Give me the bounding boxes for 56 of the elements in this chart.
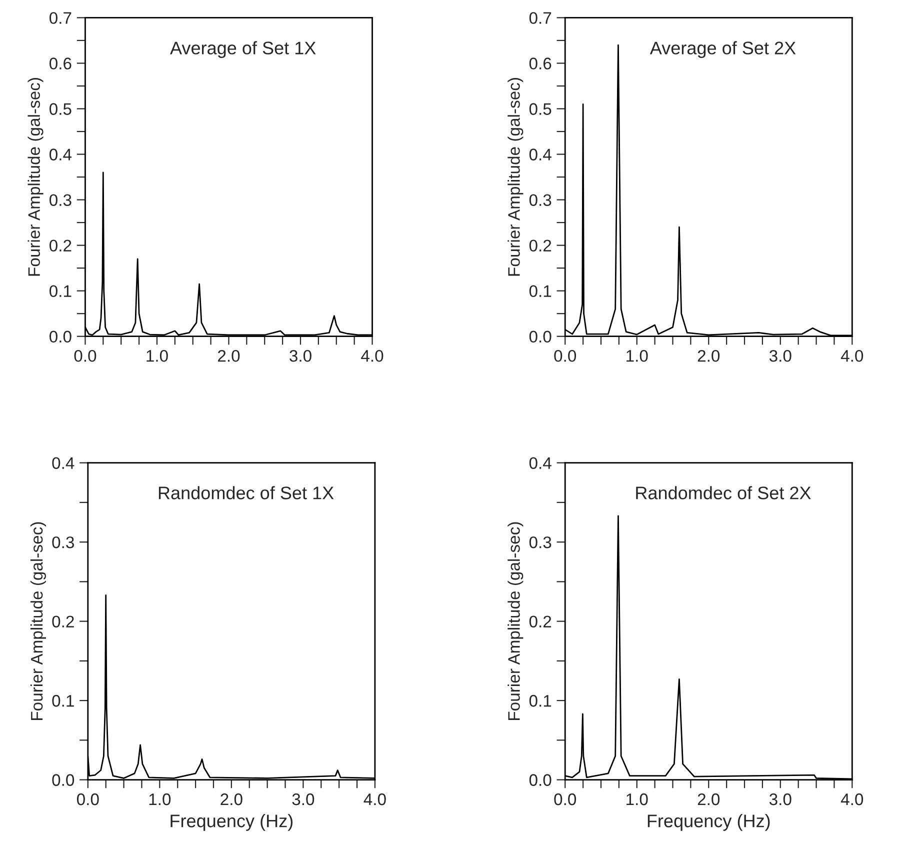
- x-tick-label: 0.0: [554, 350, 576, 362]
- y-tick-label: 0.5: [50, 103, 72, 115]
- y-tick-label: 0.1: [529, 285, 552, 298]
- y-tick-label: 0.4: [50, 148, 72, 160]
- y-axis-title: Fourier Amplitude (gal-sec): [28, 78, 44, 276]
- y-tick-label: 0.0: [50, 330, 72, 343]
- text: Randomdec of Set 2X: [636, 486, 811, 500]
- y-tick-label: 0.1: [50, 285, 72, 298]
- x-tick-label: 1.0: [626, 350, 648, 362]
- x-tick-label: 2.0: [220, 793, 242, 806]
- y-tick-label: 0.0: [529, 330, 552, 343]
- x-tick-label: 2.0: [218, 350, 240, 362]
- x-tick-label: 0.0: [554, 793, 576, 806]
- y-tick-label: 0.4: [529, 457, 552, 470]
- y-axis-title: Fourier Amplitude (gal-sec): [30, 522, 46, 720]
- y-tick-label: 0.2: [52, 616, 74, 628]
- x-tick-label: 1.0: [146, 350, 168, 362]
- text: Randomdec of Set 1X: [158, 486, 334, 500]
- y-tick-label: 0.2: [529, 616, 552, 628]
- y-tick-label: 0.7: [529, 12, 552, 24]
- y-tick-label: 0.3: [52, 536, 74, 548]
- y-tick-label: 0.6: [529, 58, 552, 70]
- y-tick-label: 0.3: [529, 536, 552, 548]
- x-tick-label: 3.0: [769, 350, 792, 362]
- y-tick-label: 0.0: [529, 774, 552, 786]
- text: Average of Set 1X: [170, 41, 316, 58]
- text: Average of Set 2X: [650, 41, 796, 58]
- y-tick-label: 0.0: [52, 774, 74, 786]
- y-tick-label: 0.3: [529, 194, 552, 206]
- x-tick-label: 2.0: [698, 793, 720, 806]
- x-axis-title: Frequency (Hz): [648, 814, 770, 831]
- y-tick-label: 0.5: [529, 103, 552, 115]
- x-tick-label: 4.0: [364, 793, 386, 806]
- y-tick-label: 0.6: [50, 58, 72, 70]
- y-tick-label: 0.7: [50, 12, 72, 24]
- x-tick-label: 3.0: [292, 793, 314, 806]
- y-tick-label: 0.2: [50, 240, 72, 252]
- x-tick-label: 3.0: [769, 793, 792, 806]
- x-tick-label: 0.0: [74, 350, 96, 362]
- y-tick-label: 0.3: [50, 194, 72, 206]
- y-tick-label: 0.1: [52, 694, 74, 707]
- x-tick-label: 0.0: [76, 793, 99, 806]
- x-tick-label: 1.0: [626, 793, 648, 806]
- x-tick-label: 1.0: [149, 793, 171, 806]
- y-axis-title: Fourier Amplitude (gal-sec): [508, 78, 524, 276]
- x-tick-label: 3.0: [290, 350, 312, 362]
- y-tick-label: 0.4: [529, 148, 552, 160]
- x-tick-label: 4.0: [840, 350, 864, 362]
- y-tick-label: 0.1: [529, 694, 552, 707]
- x-tick-label: 2.0: [698, 350, 720, 362]
- x-tick-label: 4.0: [840, 793, 864, 806]
- y-tick-label: 0.2: [529, 240, 552, 252]
- y-axis-title: Fourier Amplitude (gal-sec): [508, 522, 524, 720]
- x-tick-label: 4.0: [361, 350, 384, 362]
- y-tick-label: 0.4: [52, 457, 74, 470]
- x-axis-title: Frequency (Hz): [170, 814, 293, 831]
